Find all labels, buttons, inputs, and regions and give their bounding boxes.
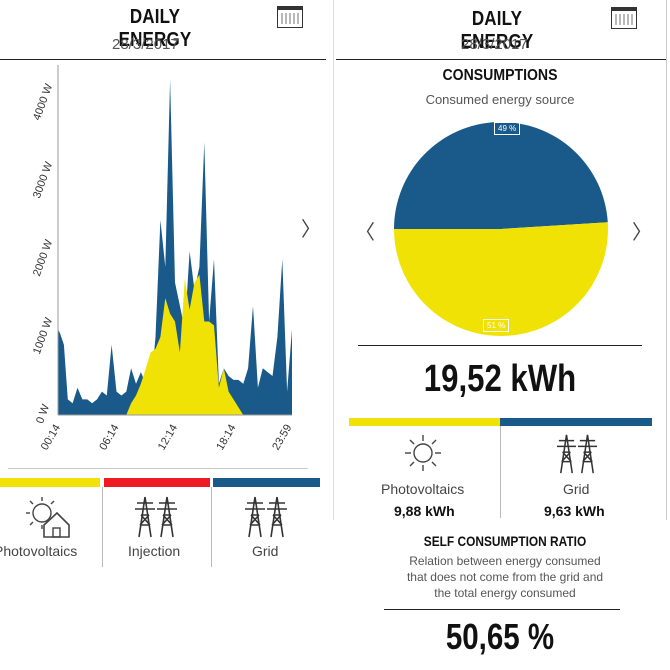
total-top-divider [358,345,642,346]
y-tick-label: 2000 W [31,238,55,278]
pylon-icon [135,496,177,538]
panel-separator [333,0,334,520]
chart-plot-area [58,79,292,416]
solar-house-icon [26,497,70,538]
pie-label-photovoltaics: 51 % [483,319,510,332]
ratio-description-3: the total energy consumed [434,586,576,600]
x-tick-label: 12:14 [156,423,180,453]
ratio-value: 50,65 % [445,616,555,657]
left-header-divider [0,59,326,60]
items-divider [500,426,501,518]
pie-slice-photovoltaics [394,222,608,336]
legend-bar-photovoltaics [0,478,100,487]
legend-top-divider [8,468,308,469]
legend-label-grid: Grid [252,543,279,559]
area-series-photovoltaics [58,274,292,415]
chevron-right-icon[interactable]: 〉 [632,222,652,244]
legend-divider-1 [102,487,103,567]
item-label-photovoltaics: Photovoltaics [381,481,465,497]
x-tick-label: 23:59 [270,423,294,453]
x-tick-label: 00:14 [39,423,63,453]
pie-label-grid: 49 % [494,122,521,135]
daily-power-chart: 0 W 1000 W 2000 W 3000 W 4000 W 00:14 06:14 12… [31,65,294,453]
item-label-grid: Grid [563,481,590,497]
legend-bar-photovoltaics [349,418,500,426]
y-tick-label: 4000 W [31,82,55,122]
legend-label-photovoltaics: Photovoltaics [0,543,78,559]
legend-label-injection: Injection [128,543,181,559]
ratio-description-2: that does not come from the grid and [406,570,604,584]
y-tick-label: 1000 W [31,316,55,356]
sun-icon [405,435,441,471]
y-tick-label: 3000 W [31,160,55,200]
y-tick-label: 0 W [34,402,52,425]
legend-bar-grid [213,478,320,487]
pie-slice-grid [394,121,608,229]
calendar-icon[interactable] [611,7,637,29]
pylon-icon [556,434,598,474]
section-title: CONSUMPTIONS [442,67,558,84]
right-header-divider [336,59,666,60]
section-subtitle: Consumed energy source [425,92,575,107]
x-tick-label: 18:14 [214,423,238,453]
x-tick-label: 06:14 [97,423,121,453]
ratio-title: SELF CONSUMPTION RATIO [423,533,587,549]
ratio-divider [384,609,620,610]
legend-bar-grid [500,418,652,426]
left-page-title: DAILY ENERGY [118,6,192,51]
chevron-right-icon[interactable]: 〉 [301,219,321,241]
total-consumption-value: 19,52 kWh [423,358,577,400]
calendar-icon[interactable] [277,6,303,28]
item-value-grid: 9,63 kWh [544,503,605,519]
ratio-description-1: Relation between energy consumed [409,554,601,568]
left-date: 28/3/2017 [112,36,179,53]
right-date: 28/3/2017 [461,36,528,53]
legend-divider-2 [211,487,212,567]
pylon-icon [245,496,287,538]
item-value-photovoltaics: 9,88 kWh [394,503,455,519]
self-consumption-card [336,519,666,670]
chevron-left-icon[interactable]: 〈 [355,222,375,244]
panel-border-right [666,0,667,520]
legend-bar-injection [104,478,210,487]
right-page-title: DAILY ENERGY [460,8,534,53]
consumption-pie-chart [394,121,608,336]
